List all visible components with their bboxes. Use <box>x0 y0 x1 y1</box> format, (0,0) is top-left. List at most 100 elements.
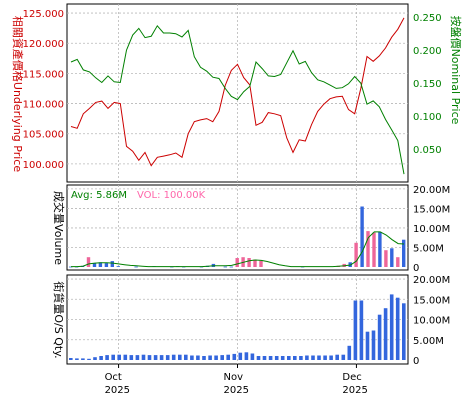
price-panel: 100.000 105.000 110.000 115.000 120.000 125.0… <box>11 3 463 183</box>
outstanding-bar <box>335 354 339 360</box>
outstanding-bar <box>196 355 200 360</box>
volume-bar <box>92 263 97 267</box>
outstanding-panel: 0 5.00M 10.00M 15.00M 20.00M 街貨量O/S Qty. <box>52 274 450 367</box>
outstanding-bar <box>389 294 394 360</box>
volume-legend-avg: Avg: 5.86M <box>71 190 127 201</box>
outstanding-bar <box>280 356 285 360</box>
volume-axis-label: 成交量Volume <box>52 191 66 265</box>
outstanding-bar <box>69 358 73 360</box>
outstanding-tick-label: 20.00M <box>413 275 450 286</box>
outstanding-bar <box>329 355 333 360</box>
volume-bar <box>223 266 227 268</box>
outstanding-ticks: 0 5.00M 10.00M 15.00M 20.00M <box>413 275 450 367</box>
nominal-price-line <box>70 24 405 175</box>
volume-bar <box>247 258 251 267</box>
volume-bar <box>110 261 114 267</box>
outstanding-bar <box>208 355 212 360</box>
volume-bar <box>372 232 376 267</box>
volume-bars <box>69 206 406 268</box>
outstanding-bar <box>178 354 182 360</box>
volume-average-line <box>71 231 405 268</box>
outstanding-bar <box>293 356 297 360</box>
outstanding-bar <box>371 330 376 360</box>
volume-bar <box>86 257 91 267</box>
outstanding-bar <box>153 355 158 360</box>
volume-bar <box>116 266 120 267</box>
outstanding-bar <box>129 355 134 360</box>
volume-bar <box>104 263 109 267</box>
outstanding-bar <box>323 355 327 360</box>
outstanding-tick-label: 5.00M <box>413 336 444 347</box>
volume-bar <box>69 266 73 268</box>
outstanding-bar <box>141 354 146 360</box>
outstanding-bar <box>147 355 152 360</box>
x-axis-labels: Oct 2025 Nov 2025 Dec 2025 <box>105 364 368 396</box>
outstanding-bar <box>347 345 352 360</box>
outstanding-bar <box>262 356 267 360</box>
outstanding-bar <box>81 358 85 360</box>
price-left-ticks: 100.000 105.000 110.000 115.000 120.000 125.0… <box>23 9 64 171</box>
outstanding-bar <box>105 355 109 360</box>
outstanding-bar <box>274 356 279 360</box>
volume-bar <box>134 266 138 268</box>
outstanding-bar <box>75 358 79 360</box>
price-grid <box>67 4 408 182</box>
outstanding-axis-label: 街貨量O/S Qty. <box>52 281 66 358</box>
volume-bar <box>360 206 364 267</box>
outstanding-bar <box>220 355 224 360</box>
outstanding-bar <box>365 331 370 360</box>
outstanding-bar <box>377 314 382 360</box>
outstanding-bar <box>238 352 243 360</box>
outstanding-bar <box>353 300 358 360</box>
outstanding-bar <box>250 353 255 360</box>
outstanding-bar <box>317 355 321 360</box>
outstanding-tick-label: 10.00M <box>413 316 450 327</box>
right-tick-label: 0.250 <box>413 13 442 24</box>
volume-bar <box>384 250 388 267</box>
outstanding-bar <box>395 297 400 360</box>
volume-tick-label: 10.00M <box>413 224 450 235</box>
outstanding-bar <box>244 352 249 360</box>
volume-bar <box>235 258 239 267</box>
volume-average-polyline <box>71 231 405 268</box>
volume-tick-label: 5.00M <box>413 243 444 254</box>
x-tick-year: 2025 <box>342 385 367 396</box>
outstanding-bar <box>165 355 170 360</box>
outstanding-bar <box>402 303 406 360</box>
right-tick-label: 0.150 <box>413 79 442 90</box>
volume-tick-label: 0 <box>413 263 419 274</box>
volume-bar <box>253 259 257 267</box>
volume-panel: 0 5.00M 10.00M 15.00M 20.00M Avg: 5.86M VOL:… <box>52 184 450 274</box>
right-tick-label: 0.200 <box>413 46 442 57</box>
outstanding-tick-label: 15.00M <box>413 295 450 306</box>
price-series <box>70 17 405 175</box>
outstanding-bars <box>69 294 406 360</box>
x-tick-year: 2025 <box>105 385 130 396</box>
outstanding-bar <box>171 354 176 360</box>
outstanding-bar <box>232 353 237 360</box>
outstanding-bar <box>299 356 303 360</box>
outstanding-bar <box>202 356 206 360</box>
price-right-ticks: 0.050 0.100 0.150 0.200 0.250 <box>413 13 442 156</box>
x-tick-month: Oct <box>105 372 122 383</box>
outstanding-bar <box>190 355 194 360</box>
outstanding-bar <box>226 354 230 360</box>
left-tick-label: 105.000 <box>23 130 64 141</box>
outstanding-bar <box>214 355 218 360</box>
volume-bar <box>98 262 103 267</box>
outstanding-bar <box>93 357 97 360</box>
x-tick-month: Dec <box>342 372 361 383</box>
outstanding-bar <box>268 356 273 360</box>
outstanding-bar <box>359 300 364 360</box>
left-tick-label: 110.000 <box>23 100 64 111</box>
outstanding-bar <box>159 355 164 360</box>
volume-ticks: 0 5.00M 10.00M 15.00M 20.00M <box>413 185 450 274</box>
volume-bar <box>366 231 370 267</box>
left-tick-label: 100.000 <box>23 160 64 171</box>
outstanding-bar <box>256 356 261 360</box>
volume-bar <box>354 242 358 267</box>
volume-legend-vol: VOL: 100.00K <box>137 190 206 201</box>
right-axis-label: 按盤價Nominal Price <box>449 16 463 125</box>
